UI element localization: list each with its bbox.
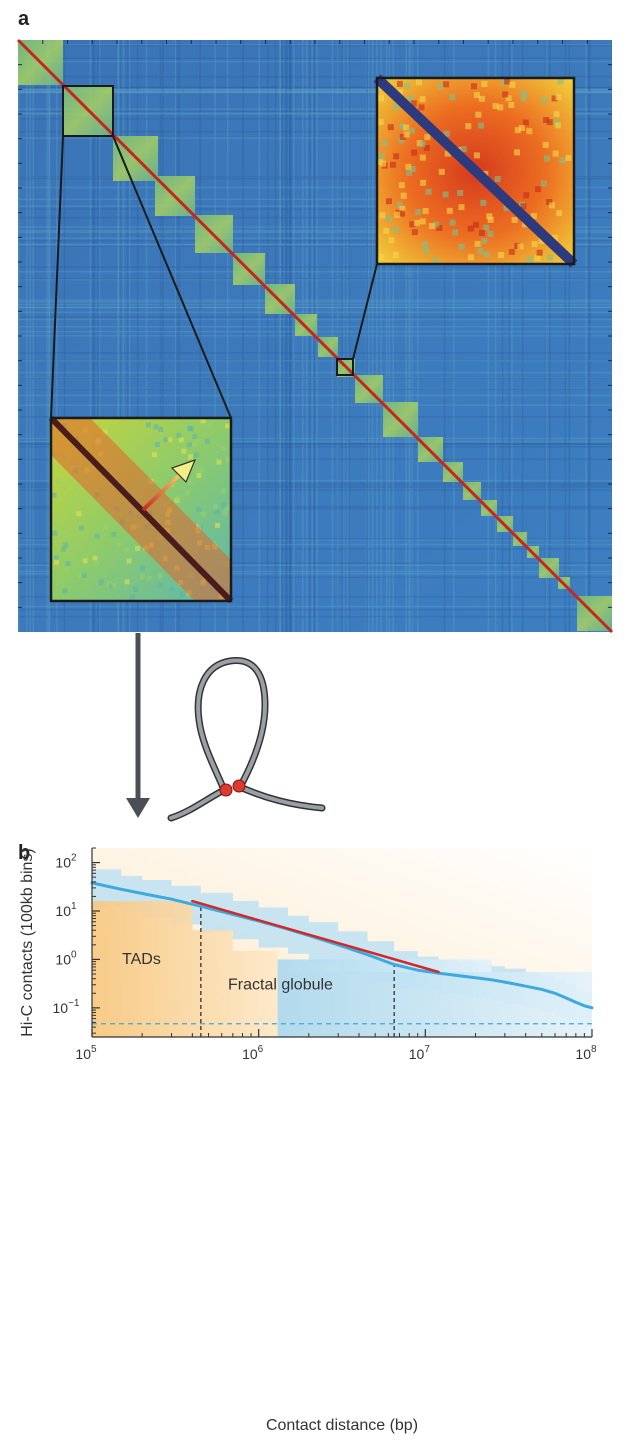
inset-lower-left bbox=[48, 415, 234, 604]
zoom-box-center bbox=[336, 358, 354, 376]
tad-region bbox=[92, 901, 278, 1037]
region-label-tads: TADs bbox=[122, 951, 161, 968]
panel-a-letter: a bbox=[18, 8, 30, 30]
y-tick-label: 101 bbox=[55, 901, 77, 919]
hic-diagonal bbox=[16, 38, 614, 634]
power-law-fit bbox=[191, 899, 440, 974]
x-tick-label: 108 bbox=[575, 1044, 597, 1062]
y-tick-label: 100 bbox=[55, 949, 77, 967]
fractal-globule-region bbox=[277, 971, 592, 1037]
connector-line bbox=[112, 135, 232, 419]
contact-curve bbox=[90, 881, 594, 1010]
x-tick-label: 105 bbox=[75, 1044, 97, 1062]
panel-b-letter: b bbox=[18, 842, 31, 864]
contact-probability-chart: 105 106 107 108 102 101 100 10−1 Contact distanc… bbox=[19, 847, 597, 1434]
y-tick-label: 10−1 bbox=[53, 998, 80, 1016]
x-tick-label: 106 bbox=[242, 1044, 264, 1062]
connector-line bbox=[352, 263, 378, 360]
x-axis-label: Contact distance (bp) bbox=[266, 1417, 418, 1434]
zoom-box-left bbox=[62, 85, 114, 137]
y-tick-label: 102 bbox=[55, 853, 77, 871]
hic-heatmap bbox=[16, 38, 614, 634]
x-tick-label: 107 bbox=[409, 1044, 431, 1062]
connector-line bbox=[50, 135, 64, 419]
hic-ticks bbox=[18, 40, 612, 608]
chromatin-loop-icon bbox=[167, 657, 326, 822]
link-arrow-head bbox=[126, 798, 150, 818]
region-label-fractal-globule: Fractal globule bbox=[228, 976, 333, 993]
inset-upper-right bbox=[373, 74, 578, 268]
y-axis-label: Hi-C contacts (100kb bins) bbox=[19, 848, 36, 1037]
